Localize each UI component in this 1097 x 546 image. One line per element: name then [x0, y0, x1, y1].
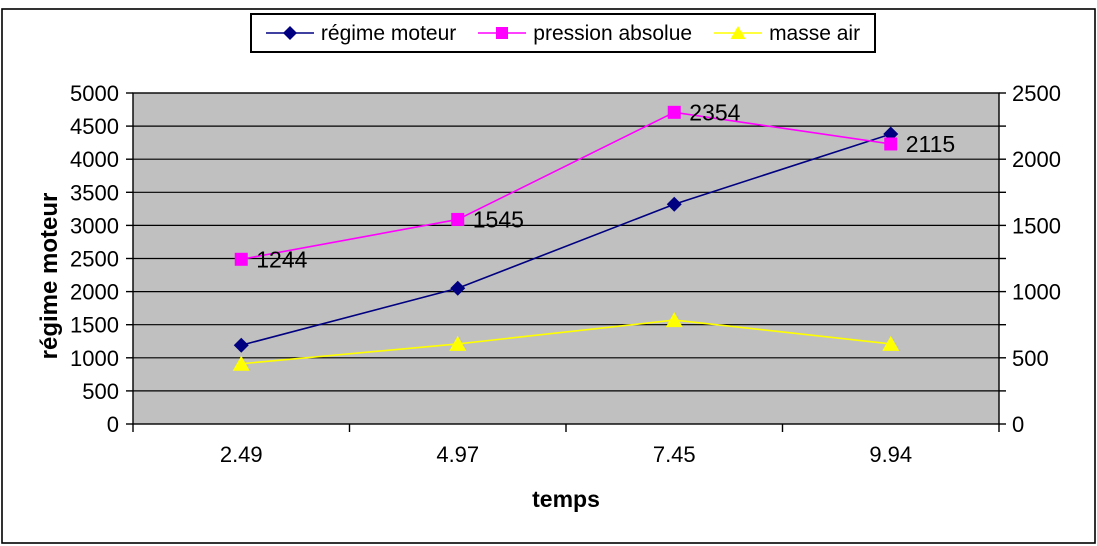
series-line-0 — [241, 133, 891, 346]
right-axis-tick-label: 0 — [1012, 412, 1024, 437]
data-label: 2115 — [906, 131, 955, 157]
data-label: 1244 — [256, 246, 307, 272]
series-1-point — [451, 212, 465, 226]
left-axis-tick-label: 3000 — [70, 213, 119, 238]
legend-marker-shape — [730, 26, 746, 39]
series-2-point — [232, 355, 250, 371]
series-1-point — [667, 105, 681, 119]
legend-item-0: régime moteur — [265, 21, 457, 45]
left-axis-tick-label: 4500 — [70, 114, 119, 139]
left-axis-tick-label: 1000 — [70, 346, 119, 371]
series-1-point — [234, 252, 248, 266]
left-axis-tick-label: 2500 — [70, 247, 119, 272]
series-line-2 — [241, 319, 891, 365]
left-axis-tick-label: 1500 — [70, 313, 119, 338]
series-0-point — [666, 196, 682, 212]
legend-marker-shape — [496, 27, 509, 39]
x-axis-tick-label: 9.94 — [869, 442, 912, 467]
right-axis-tick-label: 2500 — [1012, 81, 1061, 106]
left-axis-tick-label: 3500 — [70, 180, 119, 205]
right-axis-tick-label: 500 — [1012, 346, 1049, 371]
left-axis-tick-label: 500 — [82, 379, 119, 404]
x-axis-tick-label: 2.49 — [220, 442, 263, 467]
x-axis-tick-label: 7.45 — [653, 442, 696, 467]
x-axis-title: temps — [532, 486, 600, 512]
series-0-point — [233, 337, 249, 353]
right-axis-tick-label: 1500 — [1012, 213, 1061, 238]
left-axis-tick-label: 0 — [107, 412, 119, 437]
right-axis-tick-label: 1000 — [1012, 280, 1061, 305]
series-0-point — [450, 280, 466, 296]
series-2-point — [449, 335, 467, 351]
left-axis-tick-label: 5000 — [70, 81, 119, 106]
y-axis-title: régime moteur — [36, 192, 63, 360]
series-2-point — [882, 335, 900, 351]
chart-legend: régime moteur pression absolue masse air — [250, 13, 876, 53]
legend-item-label: masse air — [769, 21, 861, 45]
left-axis-tick-label: 4000 — [70, 147, 119, 172]
right-axis-tick-label: 2000 — [1012, 147, 1061, 172]
legend-item-1: pression absolue — [478, 23, 692, 44]
chart-border — [1, 8, 1096, 544]
legend-item-label: pression absolue — [533, 21, 693, 45]
legend-marker-diamond-icon — [265, 26, 314, 40]
x-axis-tick-label: 4.97 — [436, 442, 479, 467]
series-1-point — [884, 137, 898, 151]
legend-item-2: masse air — [714, 23, 860, 44]
legend-marker-shape — [282, 26, 297, 40]
series-line-1 — [241, 111, 891, 261]
legend-marker-triangle-icon — [714, 26, 763, 39]
series-2-point — [665, 312, 683, 328]
legend-item-label: régime moteur — [320, 21, 457, 45]
data-label: 2354 — [689, 99, 740, 125]
data-label: 1545 — [473, 206, 524, 232]
legend-marker-square-icon — [478, 27, 527, 39]
left-axis-tick-label: 2000 — [70, 280, 119, 305]
